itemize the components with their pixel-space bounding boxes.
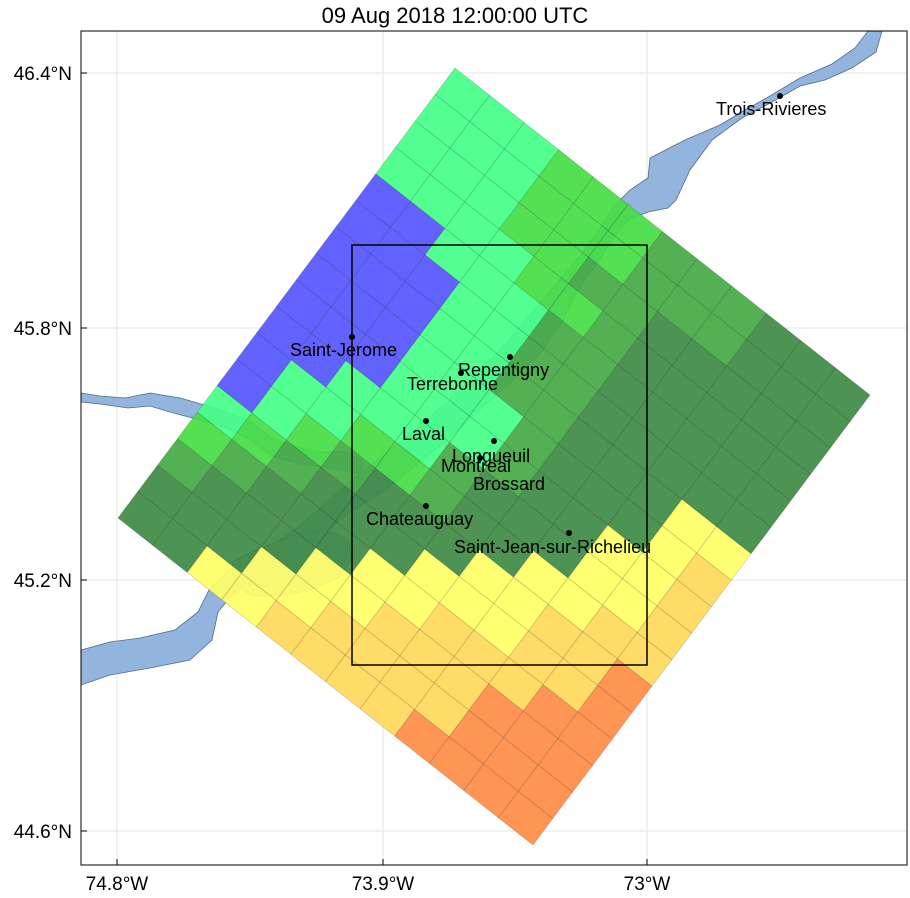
data-grid bbox=[117, 67, 871, 846]
city-dot-longueuil bbox=[491, 438, 497, 444]
lon-tick-label: 74.8°W bbox=[86, 874, 149, 895]
lon-tick-label: 73.9°W bbox=[352, 874, 415, 895]
city-markers bbox=[349, 93, 783, 536]
lat-tick-label: 45.2°N bbox=[14, 571, 72, 592]
lat-tick-label: 45.8°N bbox=[14, 319, 72, 340]
city-label-saint-jean[interactable]: Saint-Jean-sur-Richelieu bbox=[454, 537, 651, 557]
city-label-longueuil[interactable]: Longueuil bbox=[452, 446, 530, 466]
analysis-box[interactable] bbox=[351, 244, 648, 666]
city-label-brossard[interactable]: Brossard bbox=[473, 474, 545, 494]
city-dot-laval bbox=[423, 418, 429, 424]
lat-axis: 46.4°N 45.8°N 45.2°N 44.6°N bbox=[14, 64, 72, 843]
city-dot-saint-jean bbox=[566, 530, 572, 536]
map-title: 09 Aug 2018 12:00:00 UTC bbox=[321, 3, 589, 28]
city-dot-montreal bbox=[477, 455, 483, 461]
city-label-montreal[interactable]: Montreal bbox=[441, 456, 511, 476]
city-dot-repentigny bbox=[507, 354, 513, 360]
lat-tick-label: 44.6°N bbox=[14, 822, 72, 843]
lon-tick-label: 73°W bbox=[624, 874, 671, 895]
city-label-chateauguay[interactable]: Chateauguay bbox=[366, 509, 473, 529]
city-label-terrebonne[interactable]: Terrebonne bbox=[407, 374, 498, 394]
map-frame bbox=[80, 30, 908, 866]
city-dot-chateauguay bbox=[423, 503, 429, 509]
city-labels: Trois-Rivieres Saint-Jerome Repentigny T… bbox=[290, 99, 826, 557]
city-label-trois-rivieres[interactable]: Trois-Rivieres bbox=[716, 99, 826, 119]
city-dot-saint-jerome bbox=[349, 334, 355, 340]
grid-cell bbox=[497, 790, 554, 846]
city-label-laval[interactable]: Laval bbox=[402, 424, 445, 444]
city-dot-trois-rivieres bbox=[777, 93, 783, 99]
city-label-repentigny[interactable]: Repentigny bbox=[458, 360, 549, 380]
city-dot-terrebonne bbox=[458, 370, 464, 376]
tick-marks bbox=[81, 72, 648, 865]
city-label-saint-jerome[interactable]: Saint-Jerome bbox=[290, 340, 397, 360]
lon-axis: 74.8°W 73.9°W 73°W bbox=[86, 874, 671, 895]
lat-tick-label: 46.4°N bbox=[14, 64, 72, 85]
